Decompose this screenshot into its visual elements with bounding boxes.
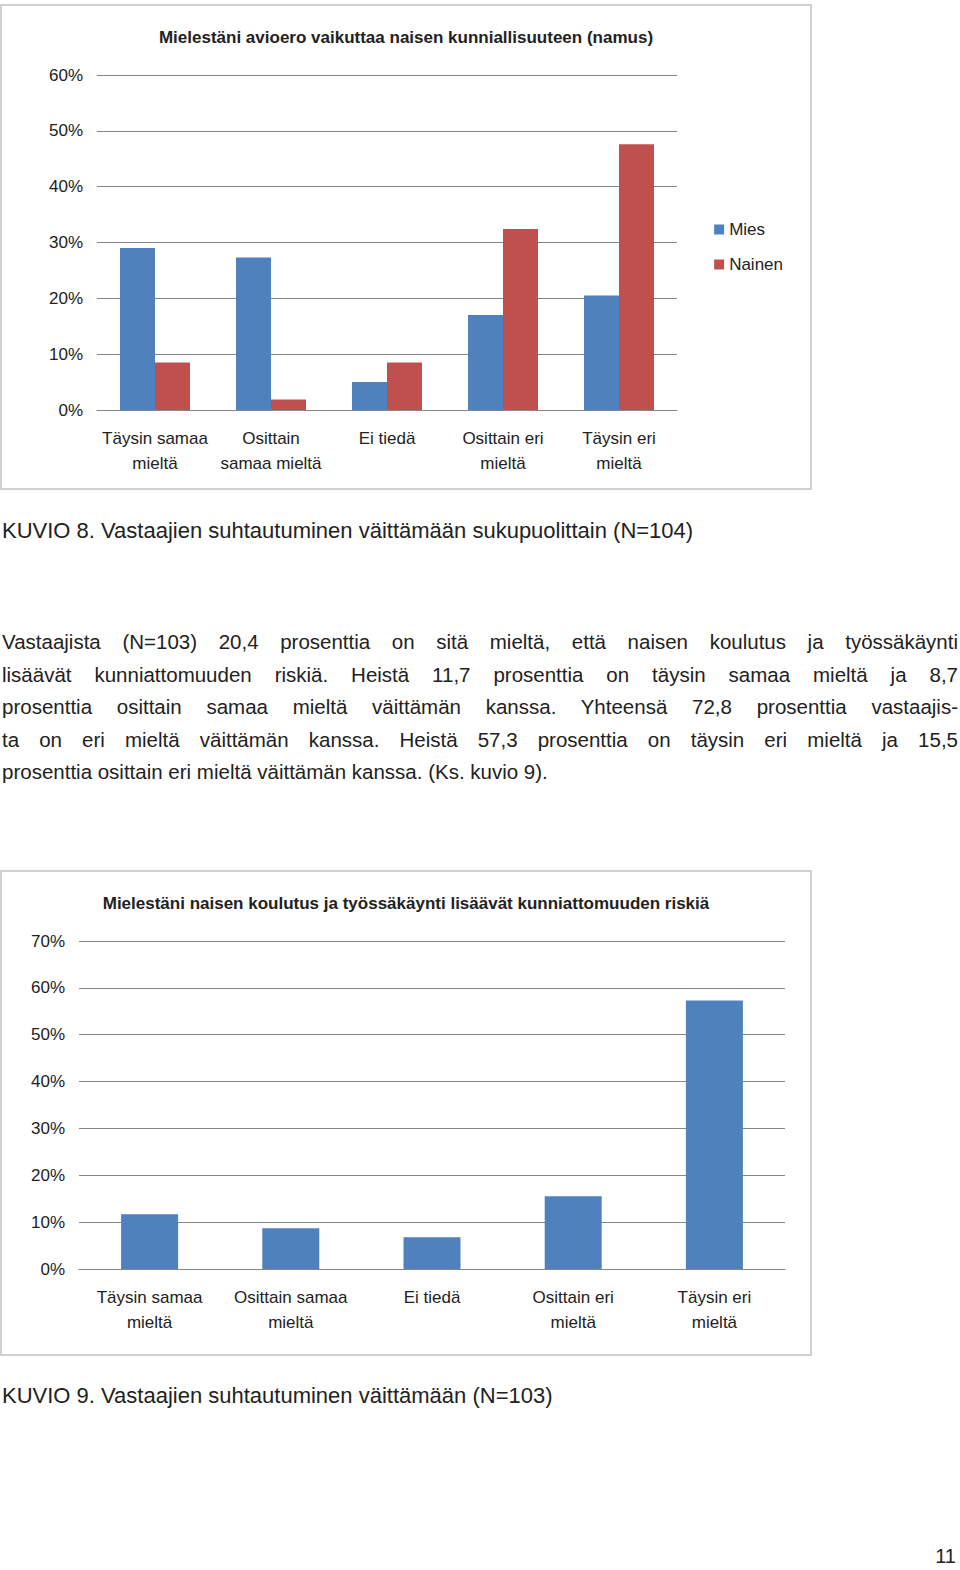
svg-text:Osittain eri: Osittain eri	[533, 1288, 614, 1307]
svg-text:mieltä: mieltä	[132, 454, 178, 473]
svg-text:20%: 20%	[49, 289, 83, 308]
svg-text:mieltä: mieltä	[127, 1313, 173, 1332]
html-text:lisäävät kunniattomuuden riski: lisäävät kunniattomuuden riskiä. Heistä …	[2, 662, 958, 686]
svg-text:Täysin samaa: Täysin samaa	[97, 1288, 203, 1307]
svg-text:Mies: Mies	[729, 220, 765, 239]
svg-text:mieltä: mieltä	[596, 454, 642, 473]
svg-text:mieltä: mieltä	[480, 454, 526, 473]
svg-text:60%: 60%	[49, 66, 83, 85]
svg-text:Täysin samaa: Täysin samaa	[102, 429, 208, 448]
svg-text:50%: 50%	[31, 1025, 65, 1044]
svg-text:10%: 10%	[49, 345, 83, 364]
svg-text:samaa mieltä: samaa mieltä	[220, 454, 322, 473]
html-text:11: 11	[935, 1545, 956, 1567]
html-text:Vastaajista (N=103) 20,4 prose: Vastaajista (N=103) 20,4 prosenttia on s…	[2, 630, 958, 653]
svg-text:Ei tiedä: Ei tiedä	[359, 429, 416, 448]
svg-text:10%: 10%	[31, 1213, 65, 1232]
svg-text:60%: 60%	[31, 978, 65, 997]
svg-text:mieltä: mieltä	[692, 1313, 738, 1332]
svg-text:Mielestäni naisen koulutus ja: Mielestäni naisen koulutus ja työssäkäyn…	[103, 894, 710, 913]
svg-text:Täysin eri: Täysin eri	[582, 429, 656, 448]
svg-text:Mielestäni avioero vaikuttaa n: Mielestäni avioero vaikuttaa naisen kunn…	[159, 28, 653, 47]
svg-text:mieltä: mieltä	[551, 1313, 597, 1332]
html-text:KUVIO 9. Vastaajien suhtautumi: KUVIO 9. Vastaajien suhtautuminen väittä…	[2, 1383, 553, 1408]
svg-text:mieltä: mieltä	[268, 1313, 314, 1332]
svg-text:Osittain samaa: Osittain samaa	[234, 1288, 348, 1307]
svg-text:30%: 30%	[49, 233, 83, 252]
svg-text:40%: 40%	[49, 177, 83, 196]
svg-text:50%: 50%	[49, 121, 83, 140]
svg-text:Osittain: Osittain	[242, 429, 300, 448]
html-text:ta on eri mieltä väittämän kan: ta on eri mieltä väittämän kanssa. Heist…	[2, 727, 958, 751]
html-text:KUVIO 8. Vastaajien suhtautumi: KUVIO 8. Vastaajien suhtautuminen väittä…	[2, 518, 694, 543]
svg-text:0%: 0%	[58, 401, 83, 420]
svg-text:70%: 70%	[31, 932, 65, 951]
html-text:prosenttia osittain eri mieltä: prosenttia osittain eri mieltä väittämän…	[2, 760, 548, 783]
svg-text:30%: 30%	[31, 1119, 65, 1138]
svg-text:20%: 20%	[31, 1166, 65, 1185]
svg-text:Nainen: Nainen	[729, 255, 783, 274]
svg-text:Ei tiedä: Ei tiedä	[404, 1288, 461, 1307]
svg-text:40%: 40%	[31, 1072, 65, 1091]
svg-text:Osittain eri: Osittain eri	[462, 429, 543, 448]
svg-text:0%: 0%	[40, 1260, 65, 1279]
html-text:prosenttia osittain samaa miel: prosenttia osittain samaa mieltä väittäm…	[2, 695, 958, 718]
svg-text:Täysin eri: Täysin eri	[678, 1288, 752, 1307]
